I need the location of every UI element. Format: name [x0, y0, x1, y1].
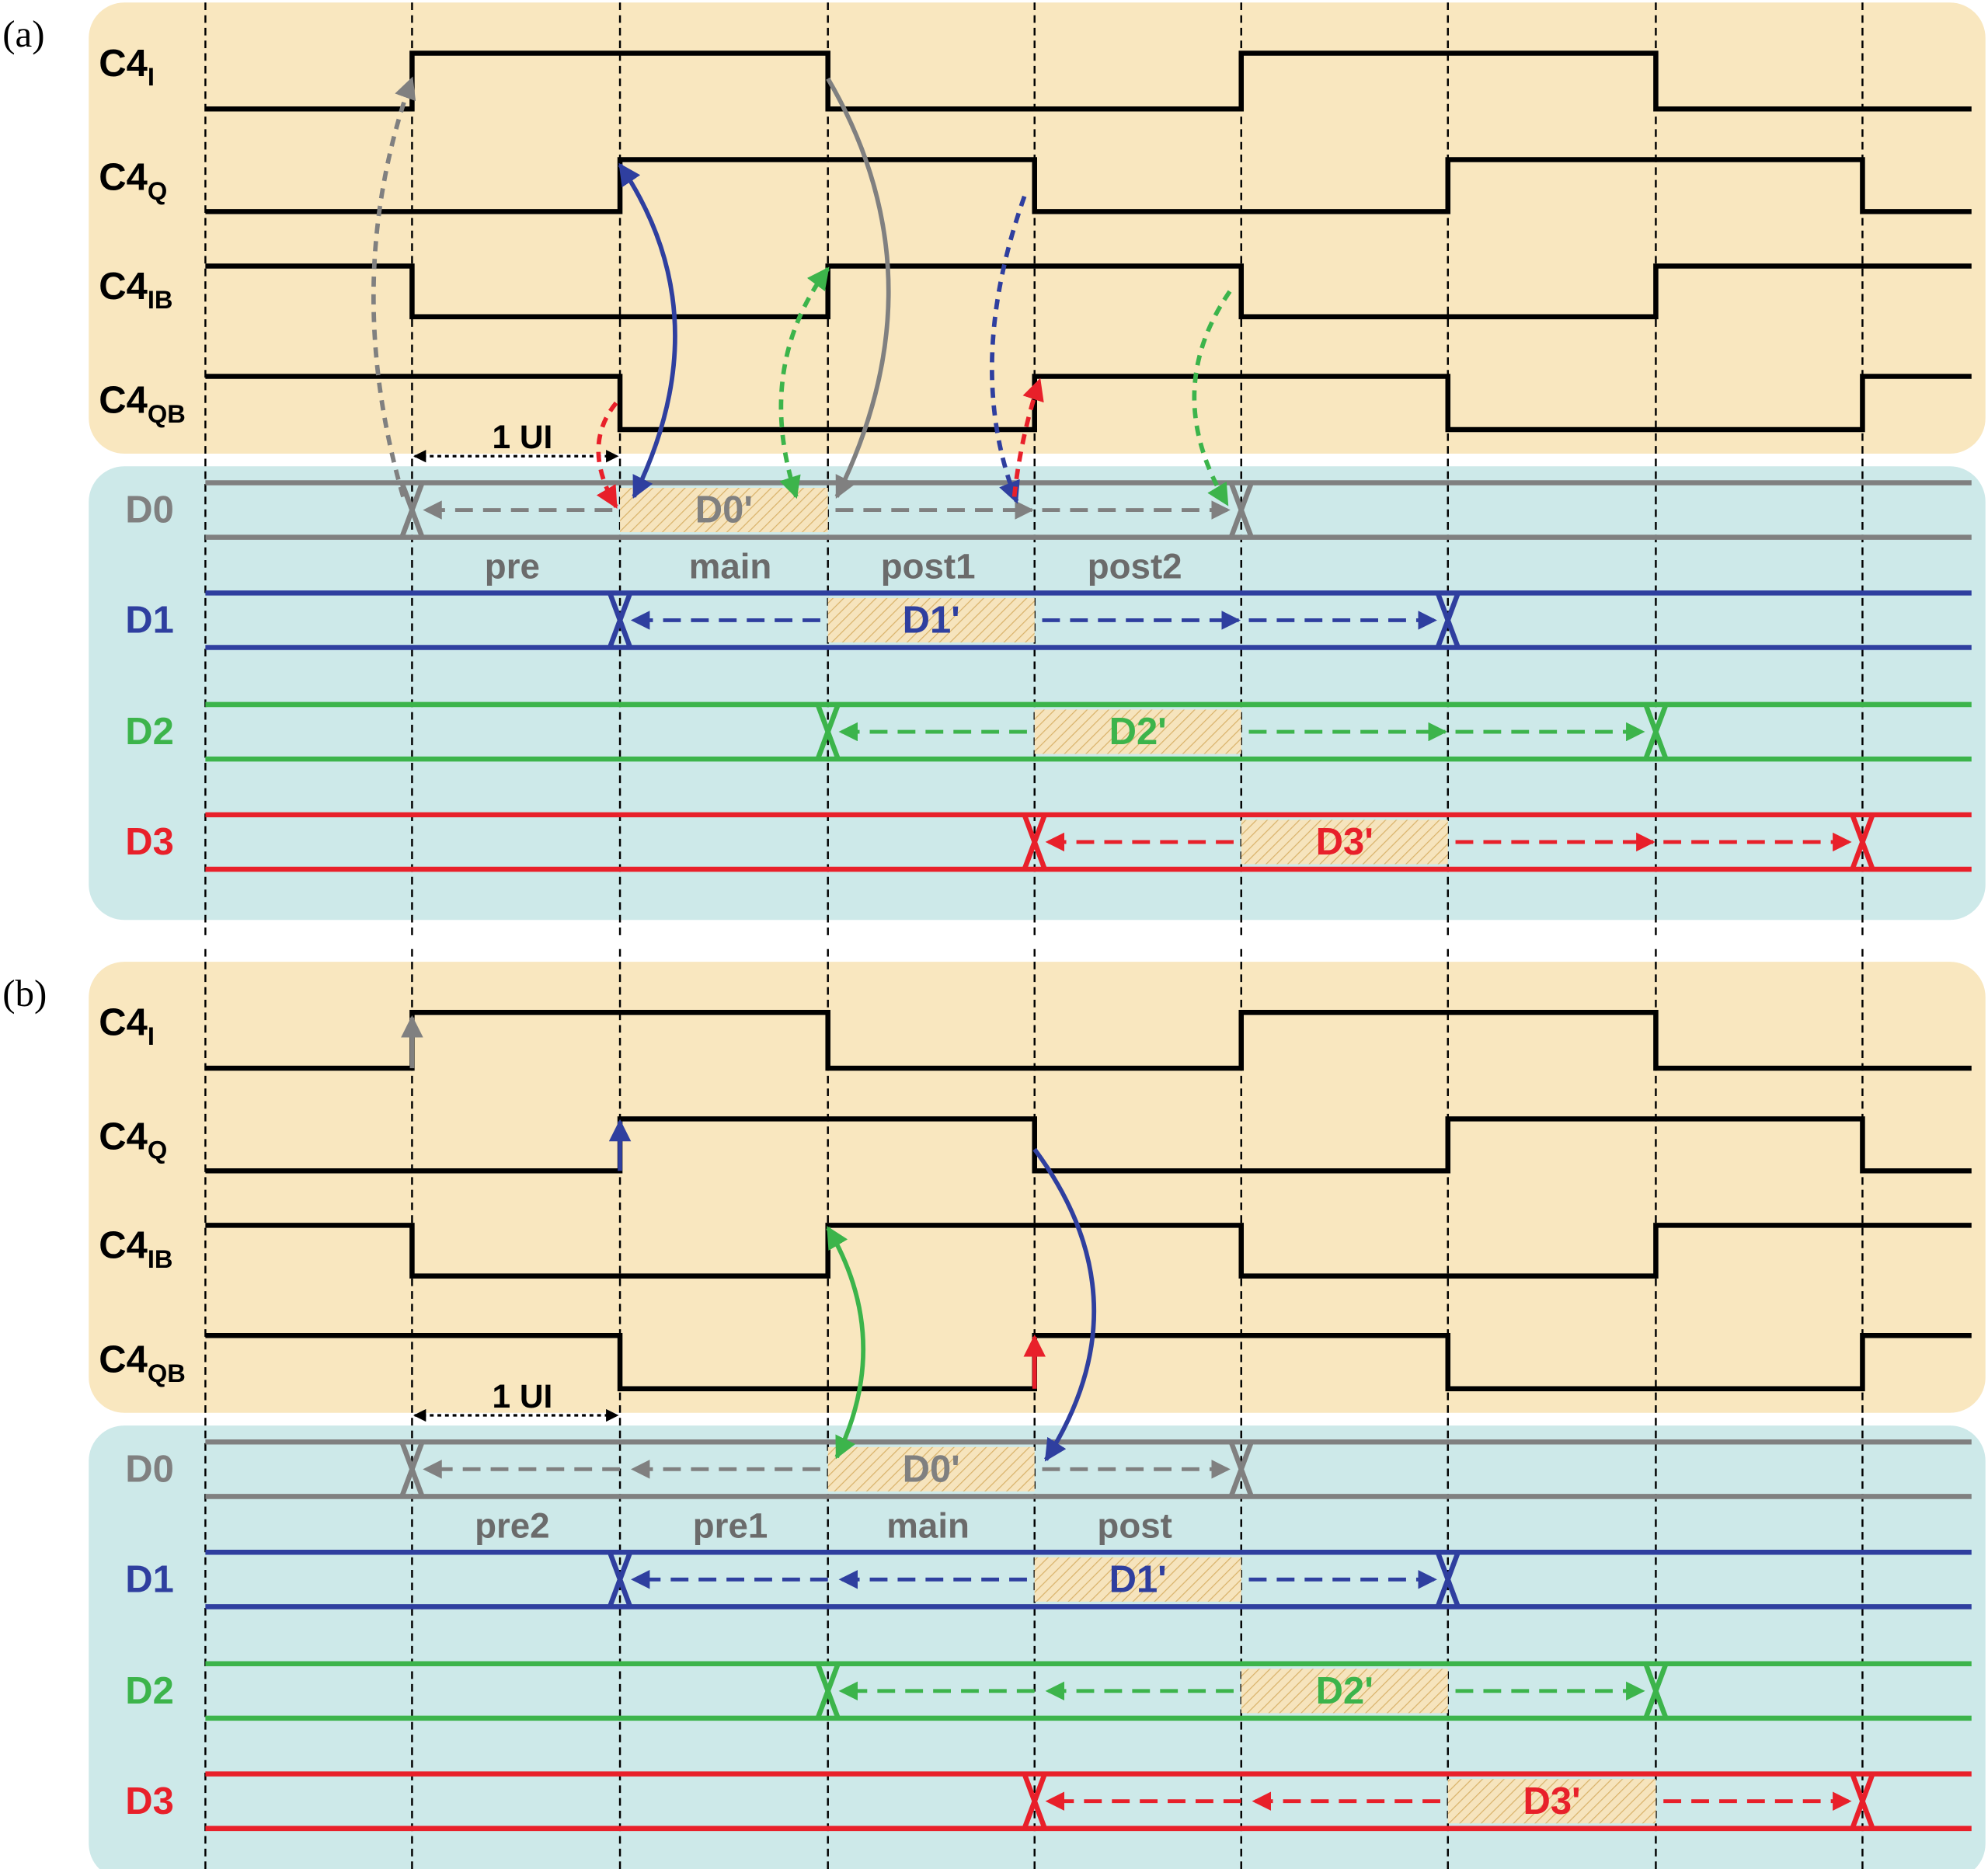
clock-label-sub: QB: [148, 399, 186, 428]
data-crossing: [1228, 1441, 1254, 1498]
data-box: [827, 597, 1035, 643]
data-region: [89, 466, 1986, 921]
clock-waveform: [205, 263, 1972, 320]
gray-curve-arrow: [826, 77, 891, 499]
tap-label: main: [689, 546, 772, 586]
blue-curve-arrow: [618, 162, 677, 499]
clock-label-sub: I: [148, 1022, 155, 1050]
lane-label: D2: [125, 1670, 174, 1712]
data-region: [89, 1425, 1986, 1869]
clock-label-base: C4: [99, 43, 148, 85]
blue-curve-arrow: [1032, 1147, 1096, 1462]
gray-curve-arrow: [371, 76, 416, 498]
tap-label: main: [886, 1505, 970, 1545]
tap-label: pre: [485, 546, 540, 586]
box-label: D0': [903, 1449, 960, 1491]
tap-label: post1: [881, 546, 976, 586]
data-box: [827, 1446, 1035, 1491]
data-crossing: [1435, 1551, 1461, 1608]
data-crossing: [815, 703, 841, 760]
lane-label: D1: [125, 1558, 174, 1600]
clock-label: C4I: [99, 43, 155, 91]
box-label: D1': [903, 600, 960, 642]
clock-label: C4Q: [99, 157, 167, 205]
data-crossing: [607, 1551, 633, 1608]
data-box: [1034, 1557, 1241, 1602]
tap-label: post2: [1088, 546, 1182, 586]
clock-waveform: [205, 1333, 1972, 1392]
clock-label-sub: QB: [148, 1358, 186, 1387]
box-label: D3': [1523, 1780, 1580, 1822]
data-box: [1241, 1669, 1448, 1714]
ui-label: 1 UI: [492, 419, 552, 455]
clock-label: C4QB: [99, 380, 186, 428]
data-box: [1447, 1779, 1656, 1824]
data-crossing: [607, 592, 633, 649]
clock-label: C4IB: [99, 1225, 172, 1273]
clock-label-base: C4: [99, 157, 148, 199]
clock-label-sub: Q: [148, 1135, 167, 1164]
clock-waveform: [205, 1223, 1972, 1279]
clock-label-sub: Q: [148, 176, 167, 205]
clock-label-base: C4: [99, 1225, 148, 1267]
clock-label: C4IB: [99, 266, 172, 314]
lane-label: D3: [125, 1780, 174, 1822]
tap-label: post: [1097, 1505, 1172, 1545]
data-crossing: [815, 1662, 841, 1720]
clock-label-sub: IB: [148, 285, 173, 314]
clock-label-base: C4: [99, 266, 148, 308]
data-crossing: [1022, 813, 1047, 871]
clock-label: C4Q: [99, 1115, 167, 1164]
green-curve-arrow: [826, 1226, 865, 1460]
clock-label-sub: IB: [148, 1244, 173, 1273]
data-crossing: [1850, 1773, 1875, 1829]
data-crossing: [1643, 703, 1669, 760]
clock-label-sub: I: [148, 62, 155, 91]
data-crossing: [1228, 482, 1254, 538]
data-crossing: [399, 1441, 425, 1498]
box-label: D0': [695, 489, 753, 531]
clock-label-base: C4: [99, 1338, 148, 1380]
data-crossing: [1435, 592, 1461, 649]
lane-label: D1: [125, 600, 174, 642]
lane-label: D3: [125, 821, 174, 863]
tap-label: pre1: [693, 1505, 768, 1545]
lane-label: D0: [125, 489, 174, 531]
data-crossing: [1850, 813, 1875, 871]
clock-region: [89, 962, 1986, 1413]
lane-label: D2: [125, 711, 174, 753]
data-box: [1241, 820, 1448, 865]
panel-label: (a): [2, 12, 44, 55]
box-label: D2': [1109, 711, 1167, 753]
clock-label-base: C4: [99, 1115, 148, 1157]
clock-label: C4QB: [99, 1338, 186, 1387]
ui-label: 1 UI: [492, 1378, 552, 1415]
red-curve-arrow: [596, 401, 618, 509]
clock-region: [89, 2, 1986, 454]
data-box: [1034, 709, 1241, 754]
panel-label: (b): [2, 972, 47, 1015]
data-crossing: [399, 482, 425, 538]
clock-label: C4I: [99, 1002, 155, 1050]
tap-label: pre2: [475, 1505, 550, 1545]
box-label: D2': [1316, 1670, 1373, 1712]
blue-curve-arrow: [990, 195, 1027, 504]
clock-label-base: C4: [99, 1002, 148, 1044]
box-label: D3': [1316, 821, 1373, 863]
green-curve-arrow: [1192, 290, 1232, 506]
data-crossing: [1643, 1662, 1669, 1720]
box-label: D1': [1109, 1558, 1167, 1600]
clock-label-base: C4: [99, 380, 148, 422]
lane-label: D0: [125, 1449, 174, 1491]
data-crossing: [1022, 1773, 1047, 1829]
red-curve-arrow: [1011, 378, 1044, 497]
